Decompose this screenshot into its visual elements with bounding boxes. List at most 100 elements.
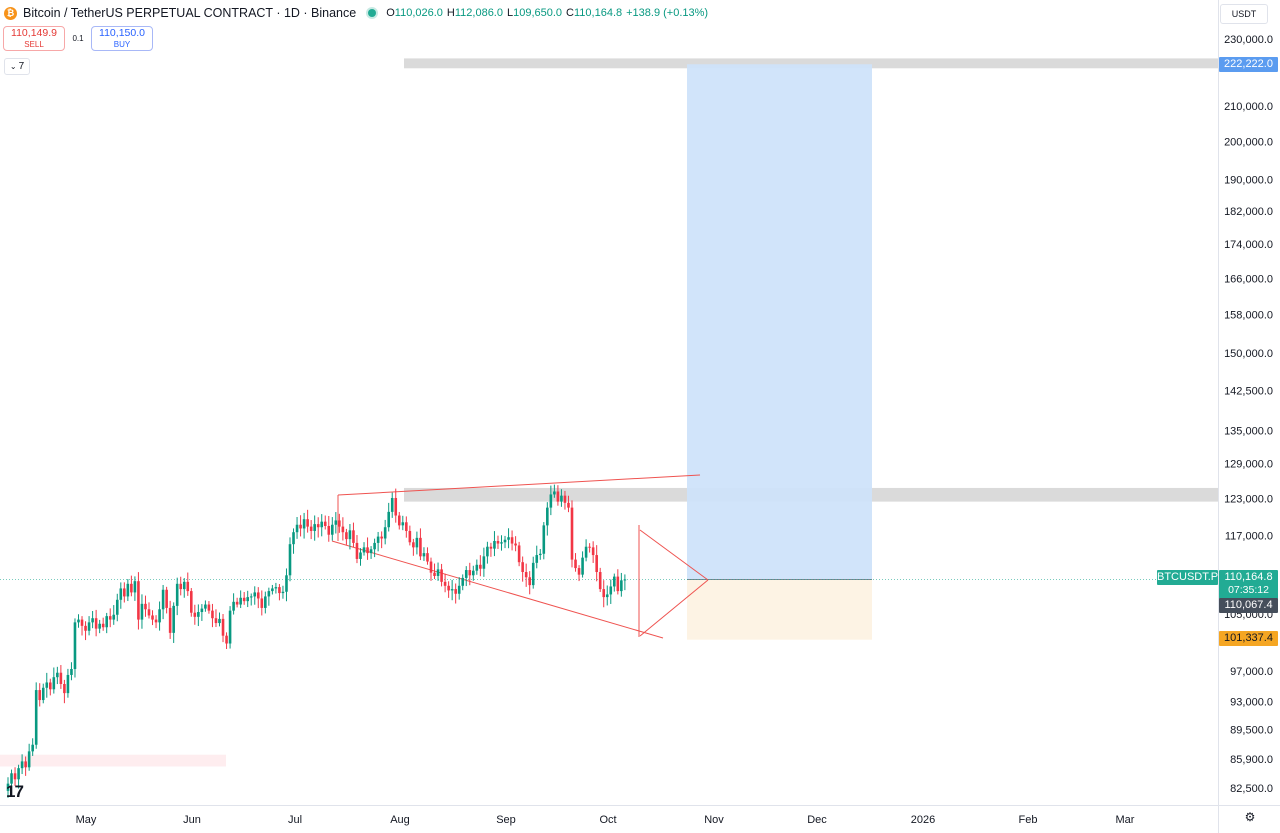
- candle[interactable]: [517, 541, 521, 567]
- candle[interactable]: [41, 683, 45, 704]
- candle[interactable]: [500, 535, 503, 551]
- time-axis[interactable]: May Jun Jul Aug Sep Oct Nov Dec 2026 Feb Mar: [0, 805, 1280, 827]
- candle[interactable]: [274, 582, 278, 594]
- candle[interactable]: [376, 531, 380, 552]
- candle[interactable]: [598, 567, 602, 593]
- candle[interactable]: [77, 614, 80, 628]
- candle[interactable]: [338, 513, 341, 533]
- candle[interactable]: [588, 543, 591, 553]
- candle[interactable]: [373, 538, 376, 558]
- candle[interactable]: [56, 666, 59, 685]
- candle[interactable]: [302, 512, 306, 539]
- candle[interactable]: [479, 555, 482, 577]
- candle[interactable]: [507, 528, 510, 549]
- wedge-lower-trendline[interactable]: [331, 540, 664, 639]
- candle[interactable]: [190, 588, 193, 617]
- candle[interactable]: [380, 531, 383, 549]
- candle[interactable]: [429, 557, 433, 581]
- candle[interactable]: [115, 593, 119, 622]
- candle[interactable]: [260, 590, 264, 616]
- candle[interactable]: [197, 604, 200, 627]
- candle[interactable]: [147, 602, 151, 619]
- candle[interactable]: [182, 578, 186, 598]
- candle[interactable]: [620, 572, 623, 597]
- candle[interactable]: [101, 617, 105, 631]
- candle[interactable]: [457, 577, 461, 600]
- candle[interactable]: [595, 545, 598, 582]
- candle[interactable]: [204, 600, 207, 612]
- candle[interactable]: [609, 579, 613, 604]
- candle[interactable]: [137, 572, 140, 630]
- candle[interactable]: [422, 547, 426, 561]
- candle[interactable]: [80, 616, 84, 636]
- candle[interactable]: [112, 605, 116, 625]
- candle[interactable]: [186, 572, 190, 596]
- candle[interactable]: [345, 528, 348, 545]
- candle[interactable]: [602, 580, 606, 608]
- candle[interactable]: [45, 672, 49, 698]
- candle[interactable]: [450, 579, 454, 601]
- candle[interactable]: [105, 612, 108, 634]
- candle[interactable]: [285, 568, 288, 602]
- candle[interactable]: [242, 592, 246, 605]
- candle[interactable]: [299, 515, 302, 537]
- long-position-target-zone[interactable]: [687, 64, 872, 580]
- candle[interactable]: [493, 531, 496, 557]
- candle[interactable]: [264, 591, 267, 614]
- candle[interactable]: [546, 502, 549, 536]
- candle[interactable]: [306, 509, 309, 533]
- candle[interactable]: [73, 618, 77, 678]
- triangle-upper-trendline[interactable]: [639, 529, 709, 581]
- candle[interactable]: [168, 600, 172, 639]
- candle[interactable]: [616, 569, 620, 595]
- candle[interactable]: [84, 621, 87, 641]
- candle[interactable]: [359, 548, 362, 566]
- candle[interactable]: [52, 667, 56, 694]
- candle[interactable]: [214, 609, 218, 628]
- candle[interactable]: [218, 612, 221, 627]
- candle[interactable]: [239, 590, 242, 609]
- currency-button[interactable]: USDT: [1220, 4, 1268, 24]
- candle[interactable]: [433, 563, 436, 580]
- candle[interactable]: [70, 662, 73, 681]
- candle[interactable]: [542, 522, 546, 560]
- candle[interactable]: [144, 595, 147, 617]
- candle[interactable]: [464, 566, 468, 587]
- wedge-upper-trendline[interactable]: [337, 474, 701, 496]
- candle[interactable]: [281, 585, 285, 599]
- symbol-title[interactable]: Bitcoin / TetherUS PERPETUAL CONTRACT · …: [23, 6, 357, 20]
- candle[interactable]: [267, 587, 271, 606]
- candle[interactable]: [253, 586, 257, 605]
- candle[interactable]: [295, 516, 299, 539]
- candle[interactable]: [556, 485, 560, 506]
- candle[interactable]: [200, 604, 204, 621]
- candle[interactable]: [524, 563, 528, 587]
- candle[interactable]: [126, 579, 130, 602]
- candle[interactable]: [352, 522, 355, 547]
- candle[interactable]: [472, 565, 475, 581]
- candle[interactable]: [63, 679, 66, 704]
- candle[interactable]: [348, 523, 352, 550]
- candle[interactable]: [17, 764, 20, 789]
- candle[interactable]: [605, 585, 609, 606]
- long-position-stop-zone[interactable]: [687, 579, 872, 640]
- candle[interactable]: [151, 610, 154, 626]
- candle[interactable]: [405, 516, 408, 538]
- candle[interactable]: [475, 559, 479, 575]
- candle[interactable]: [256, 587, 260, 609]
- sell-button[interactable]: 110,149.9 SELL: [3, 26, 65, 51]
- candle[interactable]: [24, 756, 27, 776]
- candle[interactable]: [591, 541, 595, 563]
- candle[interactable]: [225, 632, 228, 649]
- candle[interactable]: [387, 502, 390, 532]
- candle[interactable]: [331, 517, 334, 541]
- candle[interactable]: [496, 535, 500, 549]
- candle[interactable]: [440, 563, 443, 587]
- candle[interactable]: [158, 601, 161, 631]
- candle[interactable]: [570, 500, 574, 568]
- candle[interactable]: [581, 551, 584, 578]
- candle[interactable]: [249, 593, 253, 606]
- candle[interactable]: [577, 565, 581, 582]
- candle[interactable]: [20, 754, 24, 775]
- candle[interactable]: [221, 614, 225, 643]
